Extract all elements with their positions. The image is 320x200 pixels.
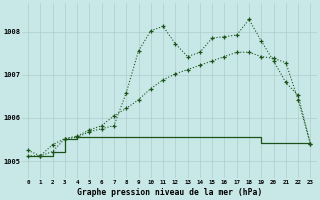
X-axis label: Graphe pression niveau de la mer (hPa): Graphe pression niveau de la mer (hPa) — [76, 188, 262, 197]
